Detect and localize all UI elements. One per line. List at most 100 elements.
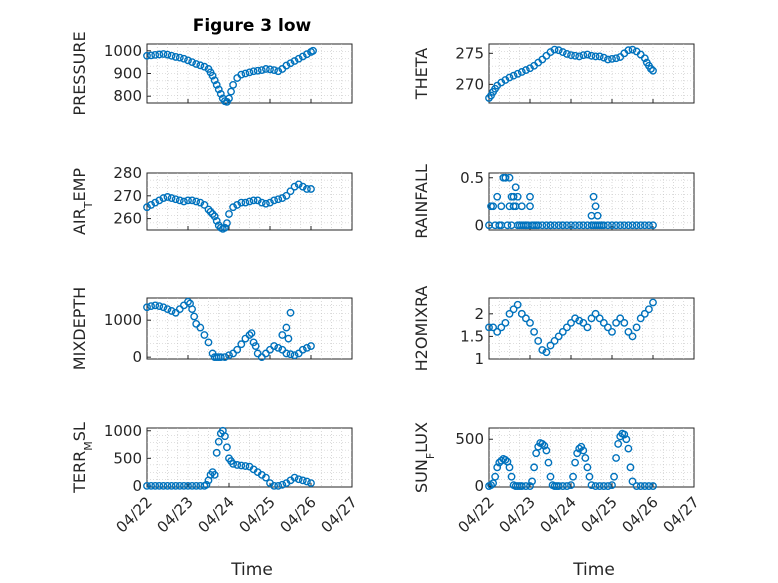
data-point <box>220 432 229 441</box>
data-point <box>286 308 295 317</box>
data-point <box>294 54 303 63</box>
data-point <box>493 192 502 201</box>
data-point <box>251 342 260 350</box>
x-tick-label: 04/22 <box>113 493 156 536</box>
data-point <box>622 435 631 444</box>
data-point <box>571 51 579 60</box>
data-point <box>628 332 637 341</box>
data-point <box>571 458 579 467</box>
data-point <box>640 309 649 318</box>
data-point <box>587 314 596 323</box>
data-point <box>538 221 547 230</box>
data-point <box>274 481 283 490</box>
y-tick-label: 0 <box>474 477 484 495</box>
data-point <box>247 329 256 338</box>
data-point <box>546 472 555 481</box>
data-point <box>585 472 594 481</box>
data-point <box>489 479 497 488</box>
data-point <box>229 80 238 89</box>
y-tick-label: 1000 <box>104 311 142 329</box>
data-point <box>503 221 512 230</box>
data-point <box>583 323 592 332</box>
data-point <box>645 482 653 490</box>
data-point <box>241 198 250 207</box>
data-point <box>278 331 287 339</box>
data-point <box>530 463 538 472</box>
data-point <box>278 480 287 489</box>
data-point <box>528 477 536 486</box>
data-point <box>200 62 209 71</box>
data-point <box>284 334 293 343</box>
data-point <box>546 341 555 350</box>
data-point <box>225 94 233 103</box>
y-axis-label: RAINFALL <box>412 164 431 239</box>
data-point <box>278 194 287 202</box>
data-point <box>628 45 637 54</box>
data-point <box>604 221 612 230</box>
data-point <box>632 482 641 490</box>
data-point <box>290 473 299 482</box>
x-tick-label: 04/26 <box>277 493 320 536</box>
data-point <box>155 196 164 205</box>
data-point <box>563 482 571 490</box>
data-point <box>649 66 657 75</box>
data-point <box>206 207 215 216</box>
data-point <box>192 481 201 490</box>
data-point <box>614 440 623 448</box>
data-point <box>302 50 311 59</box>
data-point <box>513 300 522 309</box>
y-tick-label: 270 <box>455 75 484 93</box>
data-point <box>497 202 506 211</box>
data-point <box>628 221 637 230</box>
data-point <box>163 305 172 313</box>
data-point <box>550 45 559 54</box>
data-point <box>270 66 278 74</box>
data-point <box>624 221 633 230</box>
y-tick-label: 0 <box>132 477 142 495</box>
subplot-h2omixra: 1 1.5 2 H2OMIXRA <box>412 286 695 371</box>
data-point <box>542 221 551 230</box>
data-point <box>202 480 211 489</box>
data-point <box>151 198 160 207</box>
data-point <box>575 316 584 325</box>
data-point <box>554 46 563 55</box>
data-point <box>640 221 649 230</box>
y-tick-label: 0 <box>132 348 142 366</box>
data-point <box>626 463 635 472</box>
y-axis-label: MIXDEPTH <box>70 287 89 370</box>
data-point <box>233 201 242 209</box>
data-point <box>591 52 600 61</box>
data-point <box>143 51 151 60</box>
data-point <box>294 180 303 189</box>
data-point <box>563 323 571 332</box>
data-point <box>550 337 559 345</box>
data-point <box>554 221 563 230</box>
data-point <box>210 76 219 85</box>
data-point <box>159 50 168 58</box>
data-point <box>608 221 616 230</box>
data-point <box>511 202 520 211</box>
data-point <box>270 481 278 490</box>
data-point <box>526 482 534 490</box>
data-point <box>591 482 600 490</box>
x-tick-label: 04/23 <box>154 493 197 536</box>
data-point <box>261 473 270 482</box>
data-point <box>589 192 598 201</box>
data-point <box>522 314 530 323</box>
x-tick-label: 04/24 <box>195 493 238 536</box>
data-point <box>245 331 254 339</box>
data-point <box>159 481 168 490</box>
data-point <box>599 221 608 230</box>
y-tick-label: 0.5 <box>460 169 484 187</box>
data-point <box>513 221 522 230</box>
data-point <box>294 475 303 484</box>
data-point <box>179 54 188 63</box>
data-point <box>534 221 543 230</box>
data-point <box>309 46 317 55</box>
data-point <box>558 482 567 490</box>
data-point <box>628 477 637 486</box>
data-point <box>522 66 530 74</box>
data-point <box>229 459 238 468</box>
data-point <box>554 332 563 341</box>
